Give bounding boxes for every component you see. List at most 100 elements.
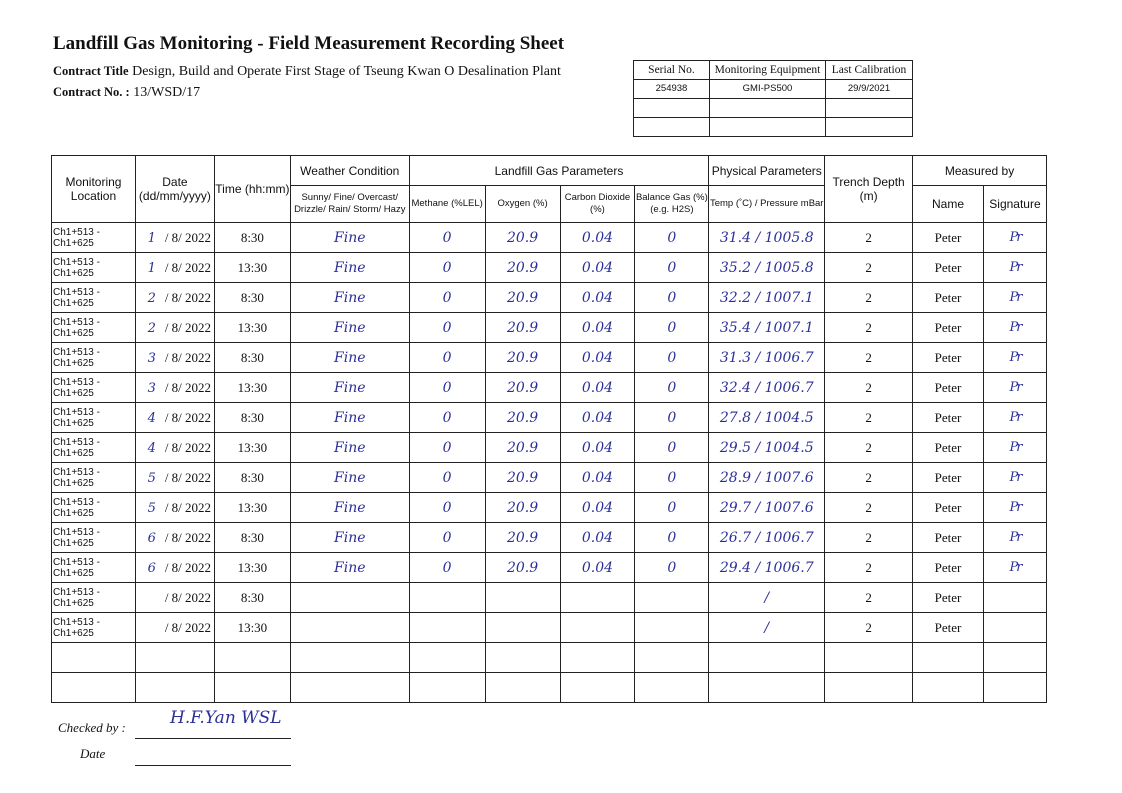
cell-co2: 0.04 [559, 222, 636, 253]
cell-signature: Pr [982, 312, 1048, 343]
table-row: Ch1+513 - Ch1+625 1/ 8/ 2022 8:30 Fine 0 20.9… [51, 222, 1048, 253]
table-row: Ch1+513 - Ch1+625 1/ 8/ 2022 13:30 Fine 0 20.… [51, 252, 1048, 283]
day-value: 1 [147, 260, 156, 276]
cell-depth: 2 [824, 252, 914, 283]
cell-time: 13:30 [213, 252, 291, 283]
cell-weather [289, 642, 410, 673]
table-row [51, 642, 1048, 673]
cell-oxygen: 20.9 [484, 372, 561, 403]
cell-time: 13:30 [213, 552, 291, 583]
cell-location: Ch1+513 - Ch1+625 [51, 462, 136, 493]
date-suffix: / 8/ 2022 [164, 349, 212, 365]
date-suffix: / 8/ 2022 [164, 379, 212, 395]
cell-oxygen: 20.9 [484, 432, 561, 463]
date-suffix: / 8/ 2022 [164, 259, 212, 275]
cell-balance: 0 [634, 522, 710, 553]
cell-depth: 2 [824, 582, 914, 613]
day-value: 3 [147, 350, 156, 366]
cell-time: 8:30 [213, 462, 291, 493]
cell-co2: 0.04 [559, 282, 636, 313]
cell-time [213, 672, 291, 703]
cell-co2 [559, 642, 636, 673]
cell-depth: 2 [824, 492, 914, 523]
cell-name: Peter [912, 462, 984, 493]
cell-methane [408, 642, 486, 673]
cell-signature: Pr [982, 252, 1048, 283]
date-suffix: / 8/ 2022 [164, 409, 212, 425]
cell-balance [634, 612, 710, 643]
cell-depth: 2 [824, 372, 914, 403]
cell-oxygen [484, 612, 561, 643]
cell-date: / 8/ 2022 [134, 582, 215, 613]
cell-weather: Fine [289, 282, 410, 313]
cell-location: Ch1+513 - Ch1+625 [51, 612, 136, 643]
cell-signature: Pr [982, 342, 1048, 373]
cell-time: 8:30 [213, 582, 291, 613]
cell-date [134, 642, 215, 673]
cell-temp-pressure [708, 642, 826, 673]
day-value: 5 [147, 500, 156, 516]
cell-depth: 2 [824, 282, 914, 313]
day-value: 5 [147, 470, 156, 486]
day-value: 6 [147, 560, 156, 576]
cell-depth: 2 [824, 522, 914, 553]
cell-weather: Fine [289, 312, 410, 343]
cell-temp-pressure: 31.3 / 1006.7 [708, 342, 826, 373]
day-value: 4 [147, 410, 156, 426]
cell-temp-pressure: / [708, 582, 826, 613]
cell-location: Ch1+513 - Ch1+625 [51, 342, 136, 373]
table-row: Ch1+513 - Ch1+625 3/ 8/ 2022 8:30 Fine 0 20.9… [51, 342, 1048, 373]
checked-by-line [135, 738, 291, 739]
cell-temp-pressure: 26.7 / 1006.7 [708, 522, 826, 553]
cell-location: Ch1+513 - Ch1+625 [51, 552, 136, 583]
cell-location: Ch1+513 - Ch1+625 [51, 522, 136, 553]
table-row: Ch1+513 - Ch1+625 6/ 8/ 2022 8:30 Fine 0 20.9… [51, 522, 1048, 553]
cell-signature: Pr [982, 522, 1048, 553]
cell-oxygen: 20.9 [484, 492, 561, 523]
cell-methane: 0 [408, 282, 486, 313]
cell-signature: Pr [982, 462, 1048, 493]
cell-date: 4 / 8/ 2022 [134, 432, 215, 463]
date-suffix: / 8/ 2022 [164, 529, 212, 545]
cell-signature: Pr [982, 552, 1048, 583]
cell-methane [408, 672, 486, 703]
cell-date: 3 / 8/ 2022 [134, 372, 215, 403]
cell-location: Ch1+513 - Ch1+625 [51, 222, 136, 253]
cell-weather: Fine [289, 372, 410, 403]
cell-weather: Fine [289, 432, 410, 463]
cell-balance [634, 582, 710, 613]
cell-balance: 0 [634, 222, 710, 253]
cell-depth: 2 [824, 402, 914, 433]
cell-depth: 2 [824, 612, 914, 643]
cell-date: 5 / 8/ 2022 [134, 462, 215, 493]
cell-depth [824, 642, 914, 673]
day-value: 2 [147, 320, 156, 336]
cell-co2 [559, 612, 636, 643]
equipment-table: Serial No. Monitoring Equipment Last Calib… [633, 60, 913, 137]
day-value: 1 [147, 230, 156, 246]
cell-weather [289, 672, 410, 703]
cell-time: 8:30 [213, 522, 291, 553]
cell-time: 13:30 [213, 612, 291, 643]
date-suffix: / 8/ 2022 [164, 499, 212, 515]
day-value: 4 [147, 440, 156, 456]
table-row: Ch1+513 - Ch1+625 5/ 8/ 2022 8:30 Fine 0 20.9… [51, 462, 1048, 493]
cell-depth: 2 [824, 342, 914, 373]
cell-location: Ch1+513 - Ch1+625 [51, 402, 136, 433]
cell-time [213, 642, 291, 673]
cell-methane [408, 612, 486, 643]
cell-name: Peter [912, 552, 984, 583]
cell-temp-pressure: / [708, 612, 826, 643]
cell-co2 [559, 582, 636, 613]
cell-weather: Fine [289, 222, 410, 253]
cell-balance: 0 [634, 342, 710, 373]
cell-location: Ch1+513 - Ch1+625 [51, 312, 136, 343]
cell-location [51, 672, 136, 703]
cell-depth: 2 [824, 552, 914, 583]
cell-balance [634, 642, 710, 673]
cell-co2: 0.04 [559, 552, 636, 583]
cell-oxygen [484, 672, 561, 703]
cell-methane: 0 [408, 372, 486, 403]
cell-location: Ch1+513 - Ch1+625 [51, 372, 136, 403]
day-value: 3 [147, 380, 156, 396]
